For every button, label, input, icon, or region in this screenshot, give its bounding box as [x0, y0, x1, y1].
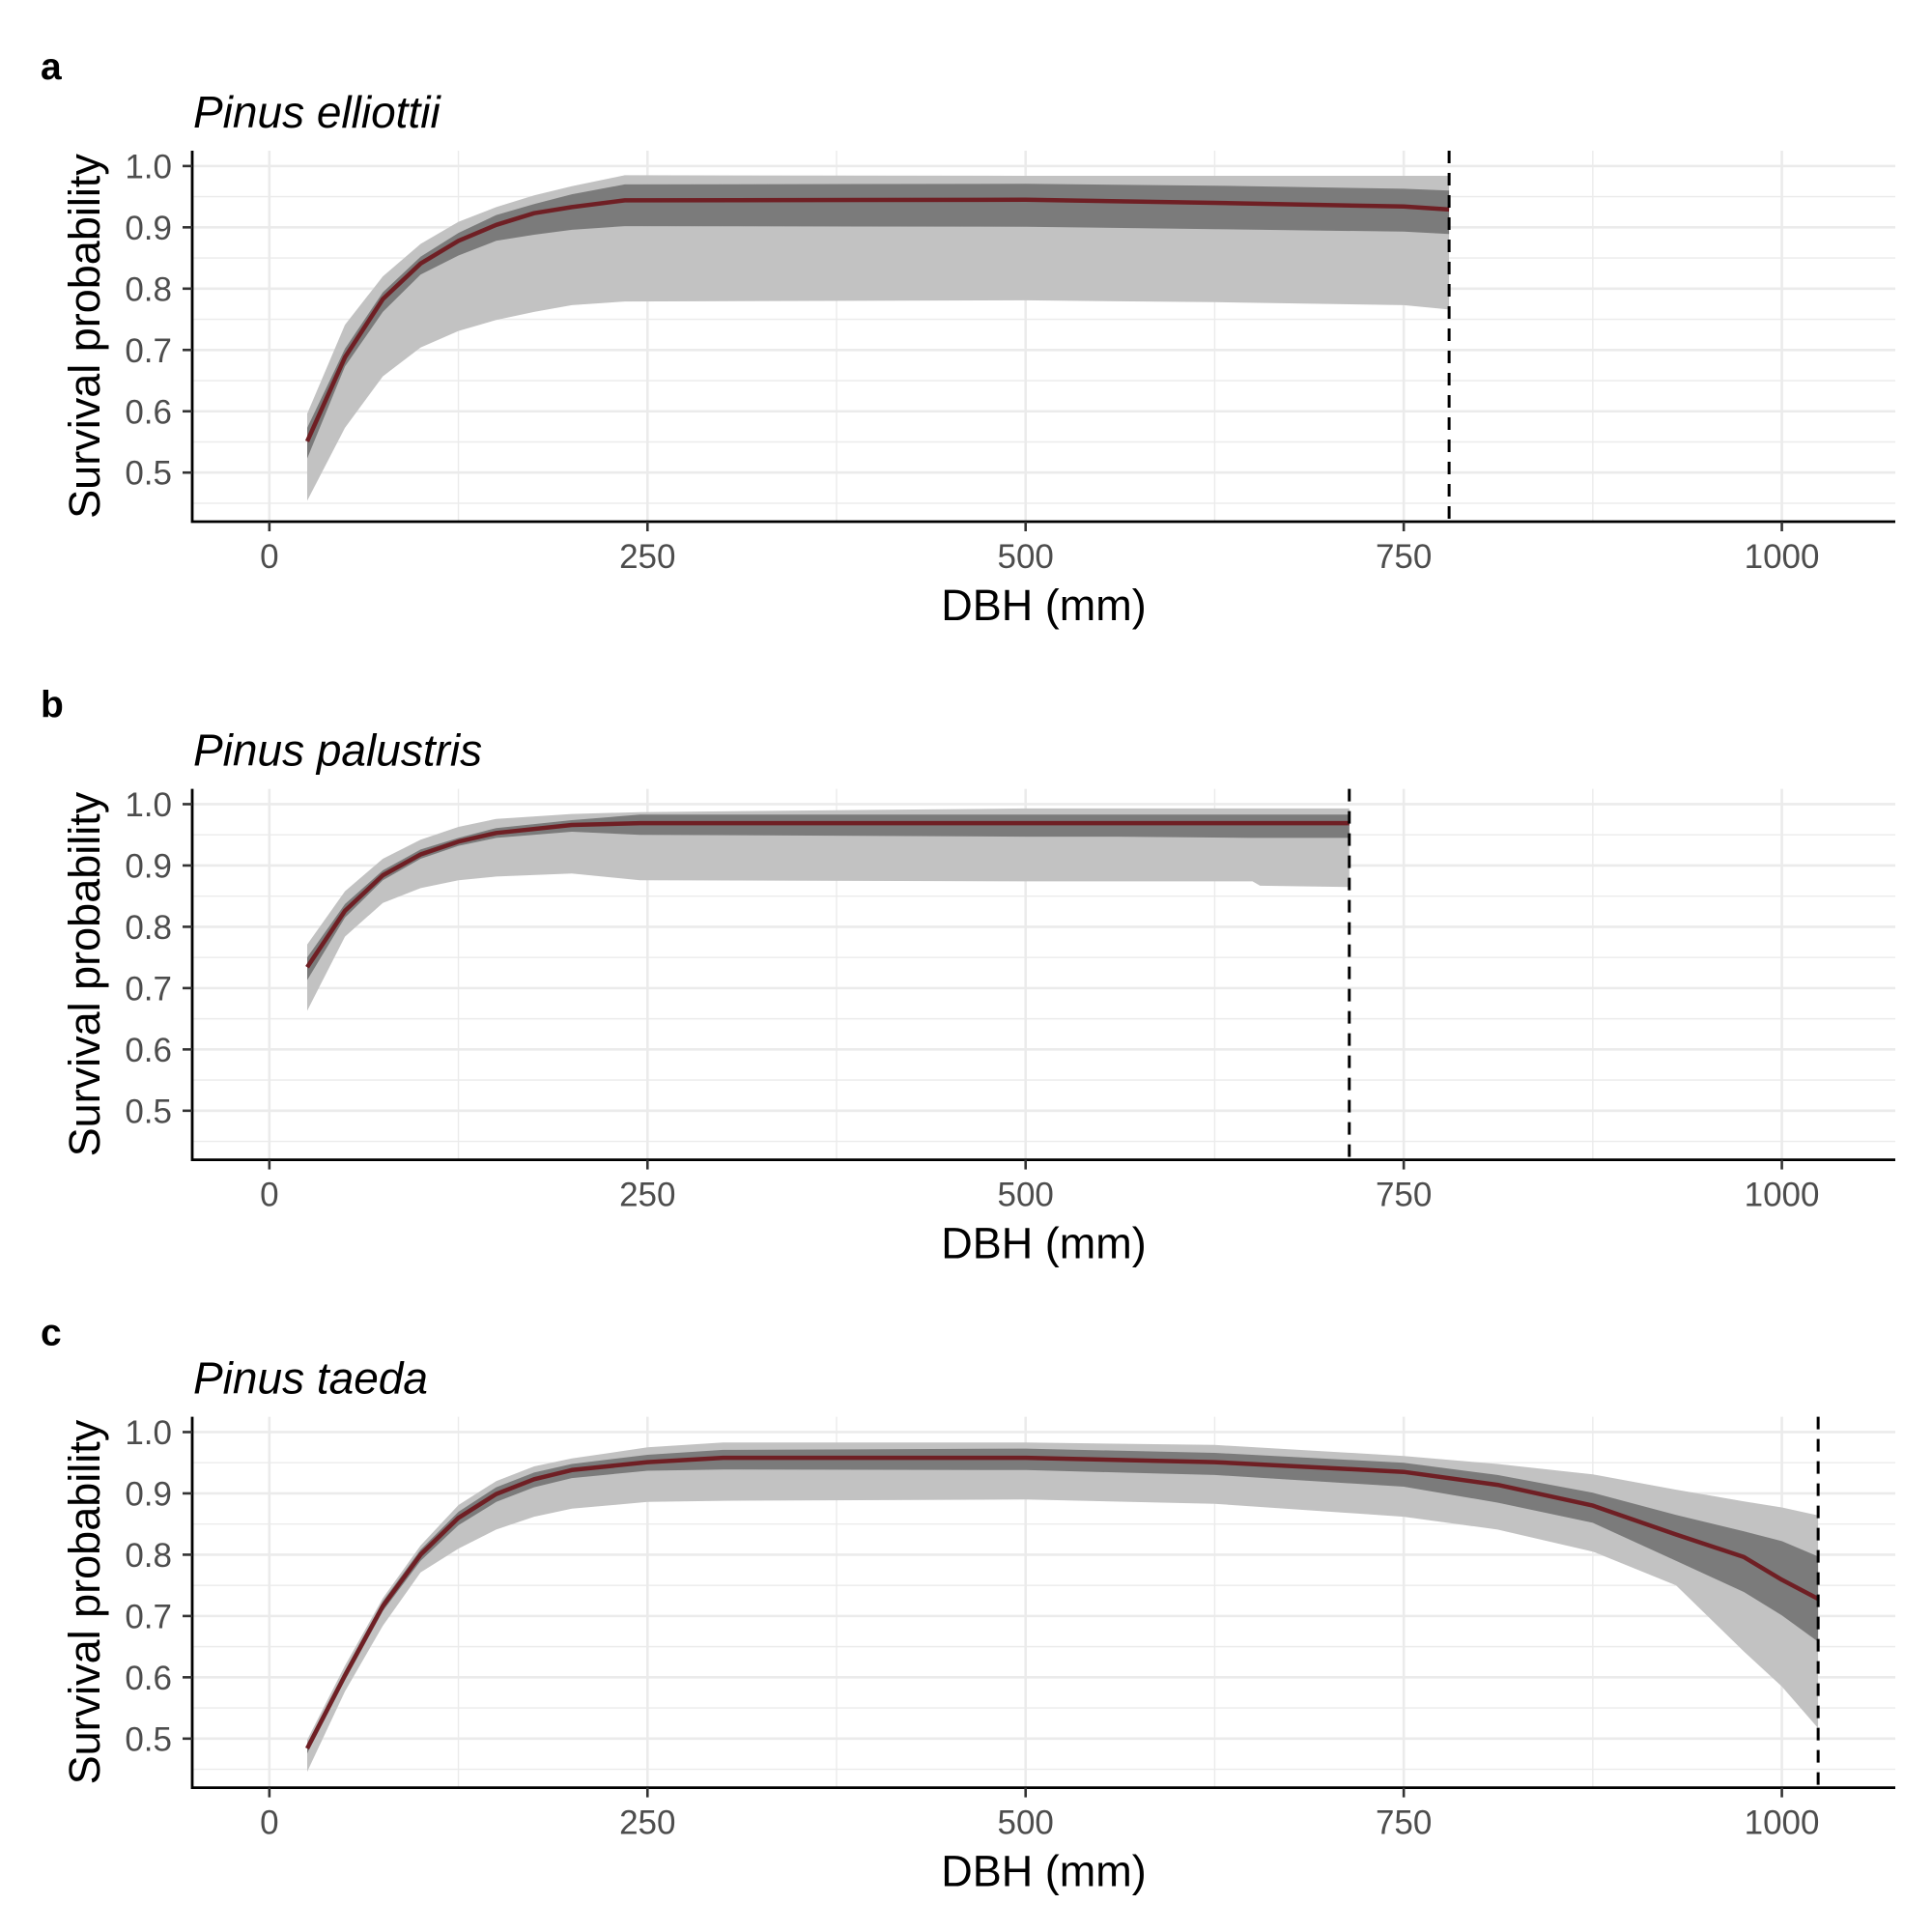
axes	[190, 1416, 1895, 1789]
x-tick-label: 0	[260, 1177, 278, 1214]
panel-title: Pinus palustris	[193, 725, 482, 776]
y-tick-label: 0.6	[125, 1032, 172, 1069]
y-tick-label: 0.9	[125, 1475, 172, 1513]
y-axis-title: Survival probability	[60, 1419, 109, 1784]
gridlines	[192, 788, 1895, 1160]
x-axis-title: DBH (mm)	[941, 581, 1146, 630]
x-tick-label: 0	[260, 1804, 278, 1842]
x-tick-label: 1000	[1745, 1177, 1820, 1214]
x-axis-title: DBH (mm)	[941, 1847, 1146, 1896]
y-tick-label: 0.7	[125, 1598, 172, 1635]
y-tick-label: 1.0	[125, 148, 172, 185]
y-tick-label: 0.9	[125, 847, 172, 885]
x-axis-title: DBH (mm)	[941, 1219, 1146, 1268]
x-tick-label: 500	[998, 1177, 1054, 1214]
x-tick-label: 750	[1376, 538, 1432, 576]
panel-title: Pinus elliottii	[193, 87, 441, 137]
panel-label: b	[41, 685, 64, 726]
fitted-survival-line	[305, 820, 1350, 969]
y-tick-label: 1.0	[125, 786, 172, 824]
y-tick-label: 0.8	[125, 1537, 172, 1575]
x-tick-label: 750	[1376, 1177, 1432, 1214]
x-tick-label: 1000	[1745, 1804, 1820, 1842]
y-tick-label: 0.8	[125, 909, 172, 947]
panel-title: Pinus taeda	[193, 1353, 428, 1404]
fitted-survival-line	[305, 1455, 1820, 1750]
panel-label: a	[41, 46, 62, 88]
x-tick-label: 500	[998, 1804, 1054, 1842]
x-tick-label: 250	[619, 1177, 675, 1214]
x-tick-label: 750	[1376, 1804, 1432, 1842]
x-tick-label: 500	[998, 538, 1054, 576]
y-tick-label: 0.6	[125, 1660, 172, 1697]
inner-confidence-band	[307, 184, 1450, 459]
y-tick-label: 0.5	[125, 1720, 172, 1758]
axes	[190, 151, 1895, 524]
inner-confidence-band	[307, 814, 1350, 980]
y-tick-label: 0.6	[125, 393, 172, 431]
axes	[190, 788, 1895, 1161]
y-tick-label: 0.5	[125, 455, 172, 493]
panel-a: 0.5 0.6 0.7 0.8 0.9 1.0 0 250 500 750 1000 a Pinus e…	[41, 46, 1895, 630]
panel-c: 0.5 0.6 0.7 0.8 0.9 1.0 0 250 500 750 1000 c Pinus t…	[41, 1313, 1895, 1896]
outer-confidence-band	[307, 808, 1350, 1011]
x-tick-label: 250	[619, 538, 675, 576]
panel-b: 0.5 0.6 0.7 0.8 0.9 1.0 0 250 500 750 1000 b Pinus p…	[41, 685, 1895, 1268]
y-tick-label: 0.8	[125, 270, 172, 308]
x-tick-label: 250	[619, 1804, 675, 1842]
outer-confidence-band	[307, 175, 1450, 501]
y-tick-label: 0.9	[125, 210, 172, 247]
y-tick-label: 0.7	[125, 332, 172, 370]
panel-label: c	[41, 1313, 62, 1354]
fitted-survival-line	[304, 197, 1450, 442]
x-tick-label: 1000	[1745, 538, 1820, 576]
y-axis-title: Survival probability	[60, 791, 109, 1156]
y-axis-title: Survival probability	[60, 154, 109, 519]
y-tick-label: 0.5	[125, 1093, 172, 1130]
y-tick-label: 1.0	[125, 1414, 172, 1452]
x-tick-label: 0	[260, 538, 278, 576]
y-tick-label: 0.7	[125, 970, 172, 1008]
